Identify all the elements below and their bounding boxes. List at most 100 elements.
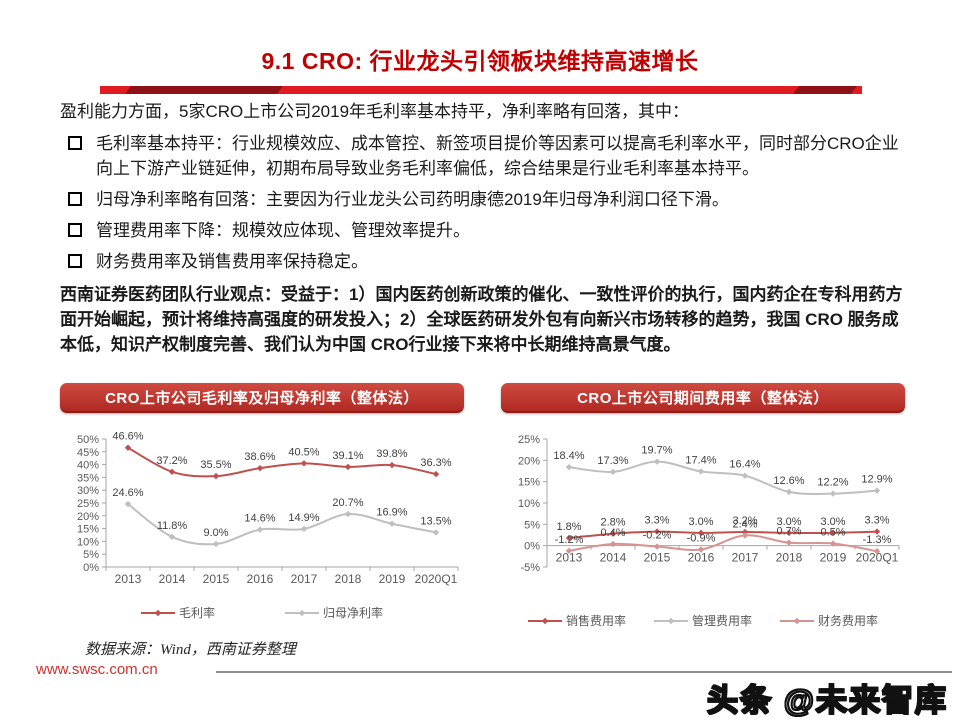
svg-text:9.0%: 9.0%	[203, 527, 228, 539]
legend-label: 财务费用率	[818, 614, 879, 628]
svg-text:2013: 2013	[556, 551, 583, 565]
charts-row: CRO上市公司毛利率及归母净利率（整体法） 0% 5% 10% 15% 20% 25% 30…	[60, 383, 905, 629]
legend-item: 毛利率	[140, 604, 215, 621]
svg-text:15%: 15%	[518, 477, 540, 489]
svg-text:12.6%: 12.6%	[773, 475, 804, 487]
svg-text:-5%: -5%	[520, 562, 540, 574]
legend-item: 销售费用率	[527, 612, 626, 629]
viewpoint-paragraph: 西南证券医药团队行业观点：受益于：1）国内医药创新政策的催化、一致性评价的执行，…	[60, 285, 903, 354]
svg-text:2013: 2013	[115, 572, 142, 586]
svg-text:0.4%: 0.4%	[600, 527, 625, 539]
bullet-text: 归母净利率略有回落：主要因为行业龙头公司药明康德2019年归母净利润口径下滑。	[96, 190, 729, 209]
expense-chart: -5% 0% 5% 10% 15% 20% 25% 2013 2014 2015 2016 2017 2…	[501, 419, 905, 629]
svg-text:2016: 2016	[247, 572, 274, 586]
chart-legend: 毛利率 归母净利率	[60, 604, 464, 621]
svg-text:0.5%: 0.5%	[820, 527, 845, 539]
legend-marker-icon	[285, 609, 319, 616]
svg-text:11.8%: 11.8%	[157, 520, 188, 532]
svg-text:0%: 0%	[524, 541, 540, 553]
svg-text:2018: 2018	[335, 572, 362, 586]
footer-divider-line	[216, 671, 952, 673]
square-bullet-icon	[68, 192, 82, 206]
legend-item: 归母净利率	[285, 604, 383, 621]
square-bullet-icon	[68, 254, 82, 268]
list-item: 毛利率基本持平：行业规模效应、成本管控、新签项目提价等因素可以提高毛利率水平，同…	[60, 131, 905, 181]
chart-title-badge: CRO上市公司期间费用率（整体法）	[501, 383, 905, 413]
svg-text:14.9%: 14.9%	[288, 512, 319, 524]
divider-dark-segment-right	[793, 86, 857, 94]
legend-item: 管理费用率	[653, 612, 752, 629]
toutiao-watermark: 头条 @未来智库	[706, 682, 948, 719]
svg-text:3.0%: 3.0%	[776, 516, 801, 528]
svg-text:15%: 15%	[77, 524, 99, 536]
bullet-text: 财务费用率及销售费用率保持稳定。	[96, 252, 368, 271]
svg-text:2015: 2015	[644, 551, 671, 565]
svg-text:40%: 40%	[77, 460, 99, 472]
svg-text:37.2%: 37.2%	[156, 455, 187, 467]
svg-text:16.4%: 16.4%	[729, 459, 760, 471]
legend-item: 财务费用率	[780, 612, 878, 629]
svg-text:-1.3%: -1.3%	[863, 534, 892, 546]
website-link[interactable]: www.swsc.com.cn	[36, 661, 158, 678]
svg-text:40.5%: 40.5%	[288, 446, 319, 458]
svg-text:38.6%: 38.6%	[244, 451, 275, 463]
data-source-note: 数据来源：Wind，西南证券整理	[85, 642, 296, 658]
svg-text:10%: 10%	[77, 536, 99, 548]
svg-text:24.6%: 24.6%	[112, 487, 143, 499]
svg-text:2020Q1: 2020Q1	[415, 572, 458, 586]
svg-text:2018: 2018	[776, 551, 803, 565]
line-chart-svg: -5% 0% 5% 10% 15% 20% 25% 2013 2014 2015 2016 2017 2…	[518, 434, 900, 574]
svg-text:0.7%: 0.7%	[776, 526, 801, 538]
svg-text:45%: 45%	[77, 447, 99, 459]
bullet-text: 毛利率基本持平：行业规模效应、成本管控、新签项目提价等因素可以提高毛利率水平，同…	[96, 134, 899, 178]
svg-text:10%: 10%	[518, 498, 540, 510]
svg-text:5%: 5%	[524, 519, 540, 531]
legend-marker-icon	[653, 617, 688, 624]
svg-text:20.7%: 20.7%	[332, 497, 363, 509]
svg-text:46.6%: 46.6%	[112, 431, 143, 443]
svg-text:39.8%: 39.8%	[376, 448, 407, 460]
intro-paragraph: 盈利能力方面，5家CRO上市公司2019年毛利率基本持平，净利率略有回落，其中：	[60, 102, 690, 121]
svg-text:0%: 0%	[83, 562, 99, 574]
svg-text:18.4%: 18.4%	[553, 450, 584, 462]
svg-text:12.2%: 12.2%	[817, 477, 848, 489]
svg-text:3.3%: 3.3%	[864, 515, 889, 527]
svg-text:25%: 25%	[77, 498, 99, 510]
chart-legend: 销售费用率 管理费用率 财务费用率	[501, 612, 905, 629]
svg-text:5%: 5%	[83, 549, 99, 561]
svg-text:2019: 2019	[379, 572, 406, 586]
svg-text:14.6%: 14.6%	[244, 513, 275, 525]
svg-text:30%: 30%	[77, 485, 99, 497]
title-divider-bar	[100, 86, 862, 94]
svg-text:2019: 2019	[820, 551, 847, 565]
divider-dark-segment	[125, 86, 283, 94]
list-item: 归母净利率略有回落：主要因为行业龙头公司药明康德2019年归母净利润口径下滑。	[60, 187, 905, 212]
bullet-text: 管理费用率下降：规模效应体现、管理效率提升。	[96, 221, 470, 240]
svg-text:2014: 2014	[600, 551, 627, 565]
svg-text:2.8%: 2.8%	[600, 517, 625, 529]
page-title: 9.1 CRO: 行业龙头引领板块维持高速增长	[261, 48, 699, 74]
svg-text:39.1%: 39.1%	[332, 450, 363, 462]
svg-text:13.5%: 13.5%	[420, 515, 451, 527]
svg-text:-0.2%: -0.2%	[643, 530, 672, 542]
svg-text:17.3%: 17.3%	[597, 455, 628, 467]
svg-text:3.2%: 3.2%	[732, 515, 757, 527]
svg-text:2017: 2017	[732, 551, 759, 565]
legend-label: 毛利率	[178, 606, 215, 620]
svg-text:2015: 2015	[203, 572, 230, 586]
svg-text:20%: 20%	[77, 511, 99, 523]
legend-marker-icon	[527, 617, 562, 624]
svg-text:-1.2%: -1.2%	[555, 534, 584, 546]
svg-text:50%: 50%	[77, 434, 99, 446]
svg-text:3.0%: 3.0%	[820, 516, 845, 528]
square-bullet-icon	[68, 223, 82, 237]
svg-text:2017: 2017	[291, 572, 318, 586]
svg-text:20%: 20%	[518, 455, 540, 467]
chart-card-margins: CRO上市公司毛利率及归母净利率（整体法） 0% 5% 10% 15% 20% 25% 30…	[60, 383, 464, 629]
chart-title-badge: CRO上市公司毛利率及归母净利率（整体法）	[60, 383, 464, 413]
legend-label: 管理费用率	[691, 614, 752, 628]
svg-text:12.9%: 12.9%	[861, 474, 892, 486]
svg-text:3.0%: 3.0%	[688, 516, 713, 528]
svg-text:3.3%: 3.3%	[644, 515, 669, 527]
